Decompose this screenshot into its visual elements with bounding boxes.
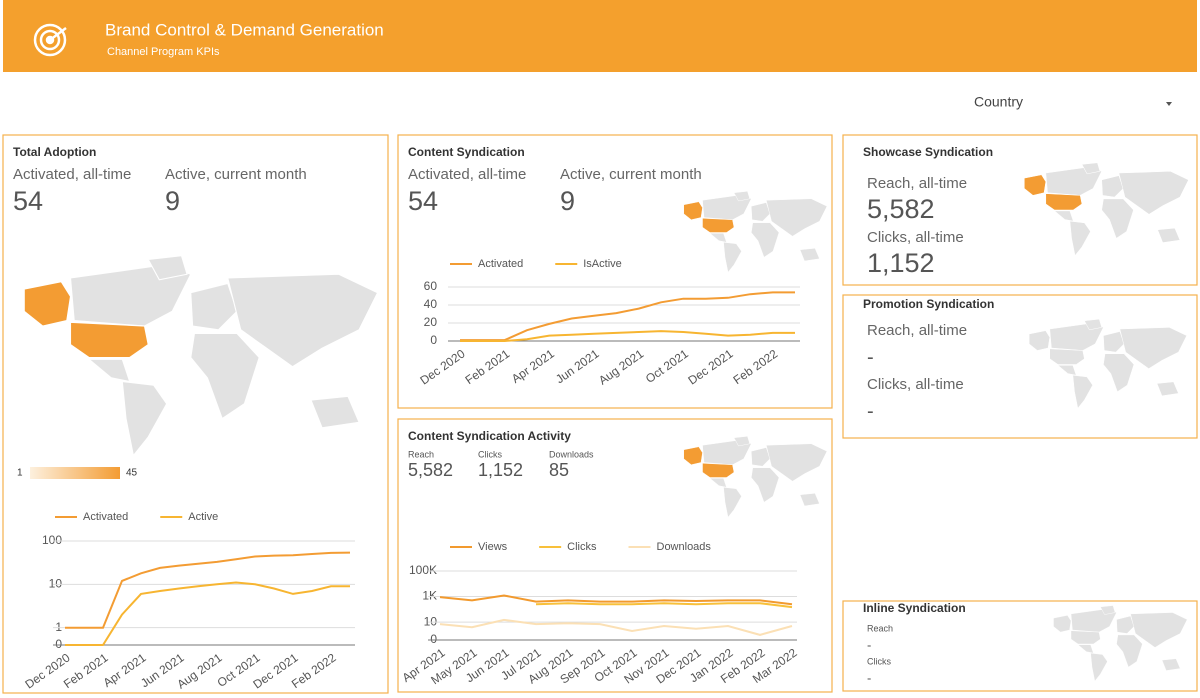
- panel-title: Showcase Syndication: [863, 145, 993, 159]
- kpi-label: Reach, all-time: [867, 175, 967, 192]
- legend-label: IsActive: [583, 258, 622, 270]
- y-tick-label: 20: [424, 315, 438, 329]
- filter-label[interactable]: Country: [974, 94, 1023, 110]
- kpi-value: 5,582: [408, 460, 453, 480]
- kpi-label: Activated, all-time: [408, 166, 526, 183]
- logo: [33, 23, 67, 57]
- legend-label: Views: [478, 541, 508, 553]
- y-tick-label: 0: [55, 637, 62, 651]
- header-bar: [3, 0, 1197, 72]
- y-tick-label: 60: [424, 279, 438, 293]
- y-tick-label: 0: [430, 632, 437, 646]
- kpi-value: 54: [408, 186, 438, 216]
- kpi-value: -: [867, 400, 874, 422]
- kpi-label: Reach: [867, 623, 893, 633]
- y-tick-label: 0: [430, 333, 437, 347]
- series-line: [460, 330, 795, 342]
- y-tick-label: 40: [424, 297, 438, 311]
- header-subtitle: Channel Program KPIs: [107, 46, 220, 58]
- panel-title: Content Syndication: [408, 145, 525, 159]
- panel: [842, 294, 1198, 439]
- kpi-value: 1,152: [867, 248, 935, 278]
- series-line: [65, 581, 350, 646]
- y-tick-label: 100: [42, 533, 62, 547]
- panel: [397, 134, 833, 409]
- kpi-label: Active, current month: [165, 166, 307, 183]
- legend-label: Clicks: [567, 541, 597, 553]
- legend-label: Activated: [83, 511, 128, 523]
- kpi-value: 54: [13, 186, 43, 216]
- series-line: [65, 551, 351, 629]
- y-tick-label: 1K: [422, 589, 437, 603]
- legend-label: Downloads: [657, 541, 712, 553]
- kpi-label: Clicks: [478, 449, 502, 459]
- kpi-label: Reach, all-time: [867, 322, 967, 339]
- kpi-value: 1,152: [478, 460, 523, 480]
- panel-title: Promotion Syndication: [863, 297, 994, 311]
- map-legend-scale: [30, 467, 120, 479]
- kpi-value: 9: [165, 186, 180, 216]
- kpi-value: -: [867, 637, 871, 652]
- series-line: [439, 618, 793, 636]
- y-tick-label: 10: [49, 577, 63, 591]
- kpi-label: Clicks, all-time: [867, 229, 964, 246]
- y-tick-label: 10: [424, 614, 438, 628]
- kpi-label: Downloads: [549, 449, 594, 459]
- kpi-label: Active, current month: [560, 166, 702, 183]
- panel-title: Inline Syndication: [863, 601, 966, 615]
- series-line: [535, 602, 793, 609]
- kpi-label: Reach: [408, 449, 434, 459]
- dropdown-arrow[interactable]: [1166, 102, 1172, 106]
- series-line: [460, 291, 795, 342]
- panel-title: Content Syndication Activity: [408, 429, 571, 443]
- kpi-value: -: [867, 670, 871, 685]
- map-legend-max: 45: [126, 468, 138, 479]
- panel-title: Total Adoption: [13, 145, 96, 159]
- kpi-value: -: [867, 346, 874, 368]
- header-title: Brand Control & Demand Generation: [105, 20, 384, 39]
- kpi-value: 9: [560, 186, 575, 216]
- map-legend-min: 1: [17, 468, 23, 479]
- legend-label: Activated: [478, 258, 523, 270]
- panel: [842, 134, 1198, 286]
- series-line: [439, 594, 793, 606]
- legend-label: Active: [188, 511, 218, 523]
- kpi-value: 5,582: [867, 194, 935, 224]
- kpi-label: Clicks, all-time: [867, 376, 964, 393]
- country-filter[interactable]: Country: [974, 94, 1172, 110]
- y-tick-label: 100K: [409, 563, 437, 577]
- kpi-value: 85: [549, 460, 569, 480]
- kpi-label: Clicks: [867, 656, 891, 666]
- kpi-label: Activated, all-time: [13, 166, 131, 183]
- y-tick-label: 1: [55, 620, 62, 634]
